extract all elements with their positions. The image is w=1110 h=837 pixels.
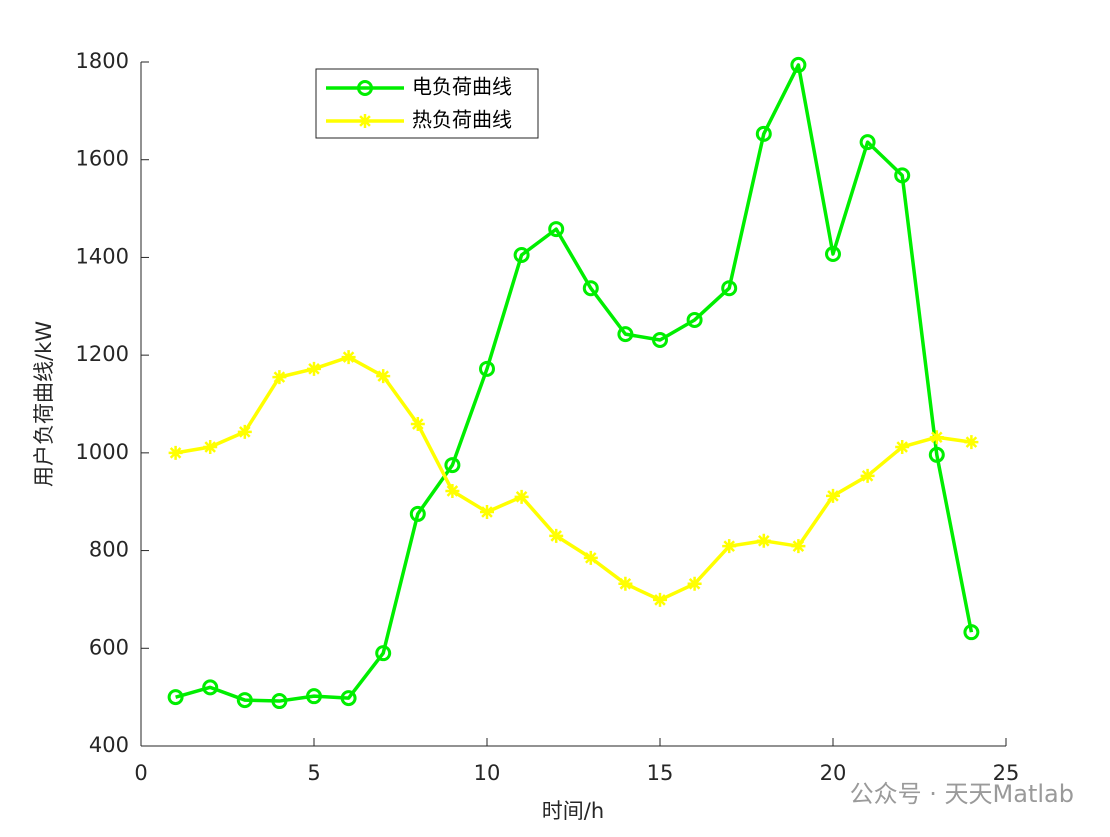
marker — [480, 504, 494, 519]
marker — [618, 576, 633, 591]
y-tick-label: 400 — [89, 733, 129, 757]
legend-label: 电负荷曲线 — [412, 75, 512, 99]
marker — [756, 533, 771, 548]
marker — [203, 439, 218, 454]
marker — [652, 331, 668, 348]
x-tick-label: 15 — [647, 761, 674, 785]
watermark: 公众号 · 天天Matlab — [850, 780, 1074, 808]
x-tick-label: 0 — [134, 761, 147, 785]
marker — [549, 528, 564, 543]
marker — [964, 435, 979, 450]
marker — [928, 446, 945, 463]
series-line — [175, 63, 974, 703]
marker — [514, 489, 529, 504]
marker — [722, 539, 737, 554]
marker — [513, 246, 530, 263]
marker — [860, 468, 875, 483]
marker — [236, 692, 253, 709]
marker — [687, 576, 702, 591]
x-tick-label: 25 — [993, 761, 1020, 785]
marker — [963, 624, 980, 641]
marker — [357, 80, 373, 96]
marker — [582, 280, 599, 297]
marker — [445, 483, 460, 498]
marker — [825, 246, 841, 263]
marker — [826, 488, 840, 503]
x-tick-label: 5 — [307, 761, 320, 785]
marker — [755, 125, 772, 142]
marker — [376, 369, 391, 384]
y-tick-label: 600 — [89, 635, 129, 659]
marker — [409, 505, 426, 522]
marker — [479, 360, 495, 377]
marker — [444, 457, 461, 474]
marker — [167, 689, 184, 706]
marker — [271, 693, 288, 710]
marker — [617, 326, 634, 343]
marker — [791, 539, 806, 554]
series-line — [175, 355, 972, 602]
x-tick-label: 10 — [474, 761, 501, 785]
y-tick-label: 1600 — [76, 147, 129, 171]
marker — [583, 550, 598, 565]
marker — [168, 445, 183, 460]
marker — [358, 114, 372, 128]
y-axis-label: 用户负荷曲线/kW — [32, 321, 56, 487]
legend-label: 热负荷曲线 — [412, 108, 512, 132]
marker — [410, 417, 425, 432]
marker — [307, 361, 321, 376]
marker — [202, 679, 219, 696]
marker — [340, 690, 357, 707]
marker — [686, 311, 703, 328]
marker — [306, 688, 322, 705]
x-axis-label: 时间/h — [542, 799, 604, 823]
marker — [653, 592, 667, 607]
marker — [895, 439, 910, 454]
legend-box — [315, 68, 539, 139]
marker — [341, 350, 356, 365]
y-tick-label: 1800 — [76, 49, 129, 73]
x-tick-label: 20 — [820, 761, 847, 785]
marker — [237, 424, 252, 439]
marker — [548, 221, 565, 238]
y-tick-label: 1200 — [76, 342, 129, 366]
y-tick-label: 1000 — [76, 440, 129, 464]
marker — [929, 430, 944, 445]
y-tick-label: 1400 — [76, 244, 129, 268]
y-tick-label: 800 — [89, 538, 129, 562]
marker — [375, 645, 392, 662]
marker — [894, 167, 911, 184]
marker — [790, 56, 807, 73]
marker — [721, 280, 738, 297]
marker — [272, 370, 287, 385]
marker — [859, 134, 876, 151]
